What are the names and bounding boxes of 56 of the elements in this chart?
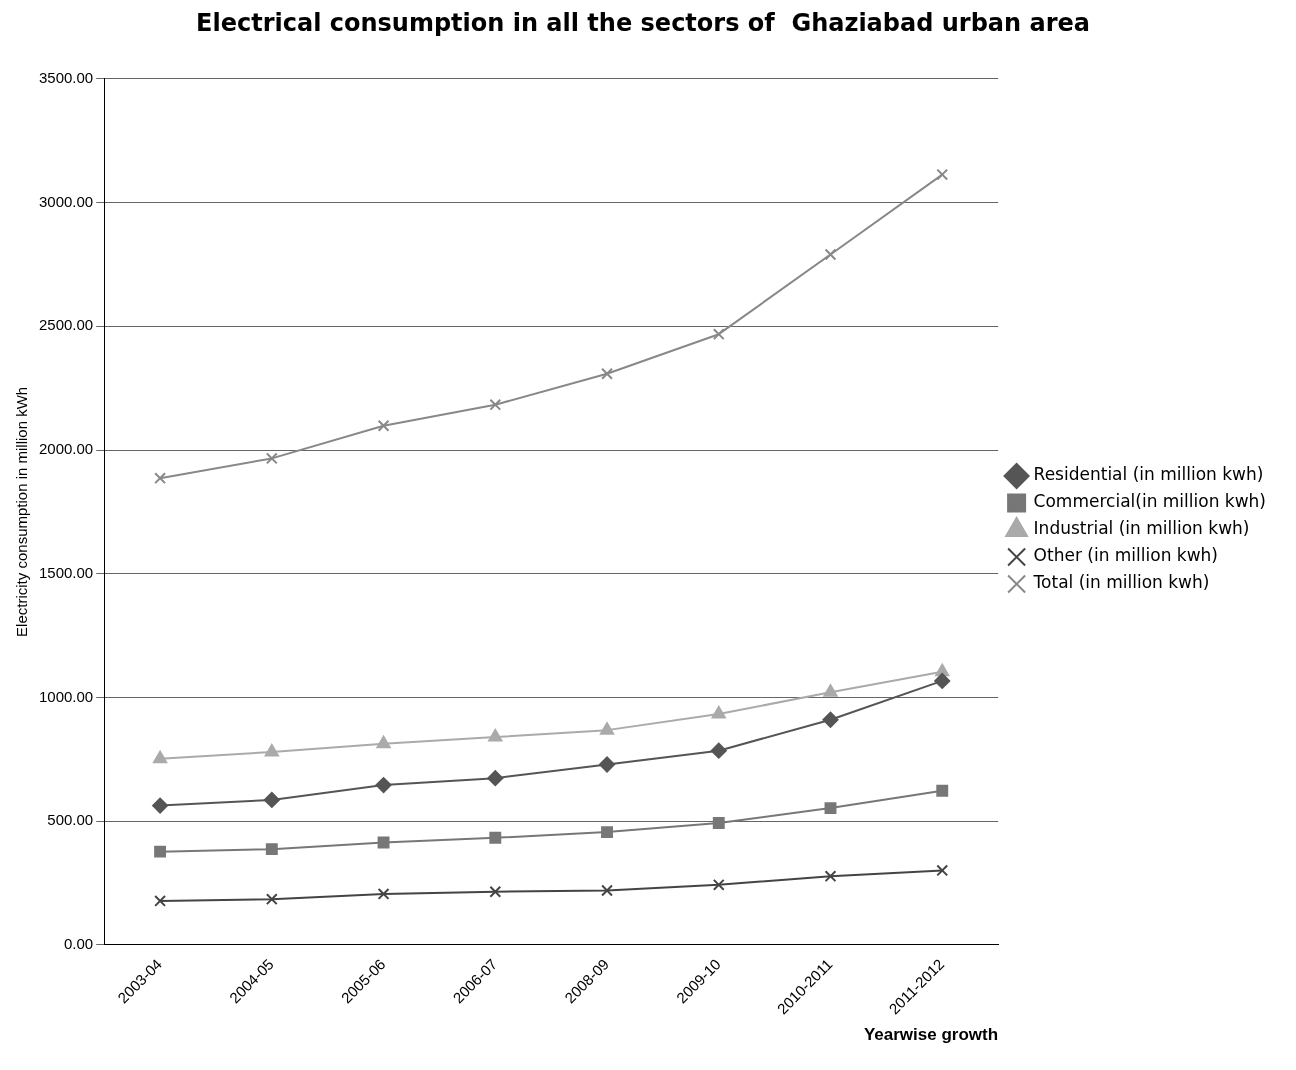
point	[935, 663, 950, 677]
y-tick-label: 500.00	[47, 811, 94, 829]
point	[487, 770, 504, 787]
point	[601, 884, 613, 897]
y-tick-label: 2000.00	[38, 440, 94, 458]
point	[824, 870, 837, 883]
point	[710, 742, 727, 759]
point	[489, 398, 502, 411]
point	[601, 826, 613, 839]
point	[265, 452, 278, 465]
point	[265, 843, 278, 856]
point	[264, 743, 279, 757]
point	[377, 836, 390, 849]
point	[936, 168, 949, 181]
y-tick-label: 1000.00	[38, 687, 94, 705]
y-axis-title: Electricity consumption in million kWh	[13, 386, 31, 637]
y-tick-label: 3500.00	[38, 68, 94, 86]
point	[154, 845, 167, 858]
point	[823, 684, 838, 697]
point	[263, 791, 280, 808]
point	[154, 894, 167, 907]
legend-label: Total (in million kwh)	[1032, 572, 1210, 593]
y-tick-label: 1500.00	[38, 563, 94, 581]
point	[824, 248, 837, 261]
point	[375, 777, 392, 794]
legend-label: Residential (in million kwh)	[1033, 464, 1264, 485]
point	[712, 816, 725, 829]
point	[934, 672, 951, 689]
point	[489, 831, 502, 844]
point	[376, 735, 391, 749]
y-tick-label: 2500.00	[38, 316, 94, 334]
point	[824, 802, 837, 815]
point	[936, 864, 949, 877]
point	[377, 419, 390, 432]
point	[154, 472, 167, 485]
legend-label: Commercial(in million kwh)	[1033, 491, 1267, 512]
chart-title: Electrical consumption in all the sectors of Ghaziabad urban area	[196, 8, 1090, 37]
legend-label: Other (in million kwh)	[1033, 545, 1219, 566]
point	[152, 797, 169, 814]
point	[489, 885, 502, 898]
point	[599, 722, 615, 735]
point	[822, 711, 839, 728]
point	[599, 756, 616, 773]
point	[377, 888, 390, 900]
point	[712, 328, 725, 341]
legend-label: Industrial (in million kwh)	[1033, 518, 1250, 539]
point	[153, 750, 168, 764]
point	[601, 367, 613, 380]
x-axis-title: Yearwise growth	[863, 1025, 999, 1045]
point	[265, 893, 278, 906]
point	[711, 706, 726, 719]
point	[712, 878, 725, 891]
point	[488, 729, 503, 742]
point	[936, 784, 949, 797]
y-tick-label: 3000.00	[38, 192, 94, 210]
y-tick-label: 0.00	[64, 935, 94, 953]
